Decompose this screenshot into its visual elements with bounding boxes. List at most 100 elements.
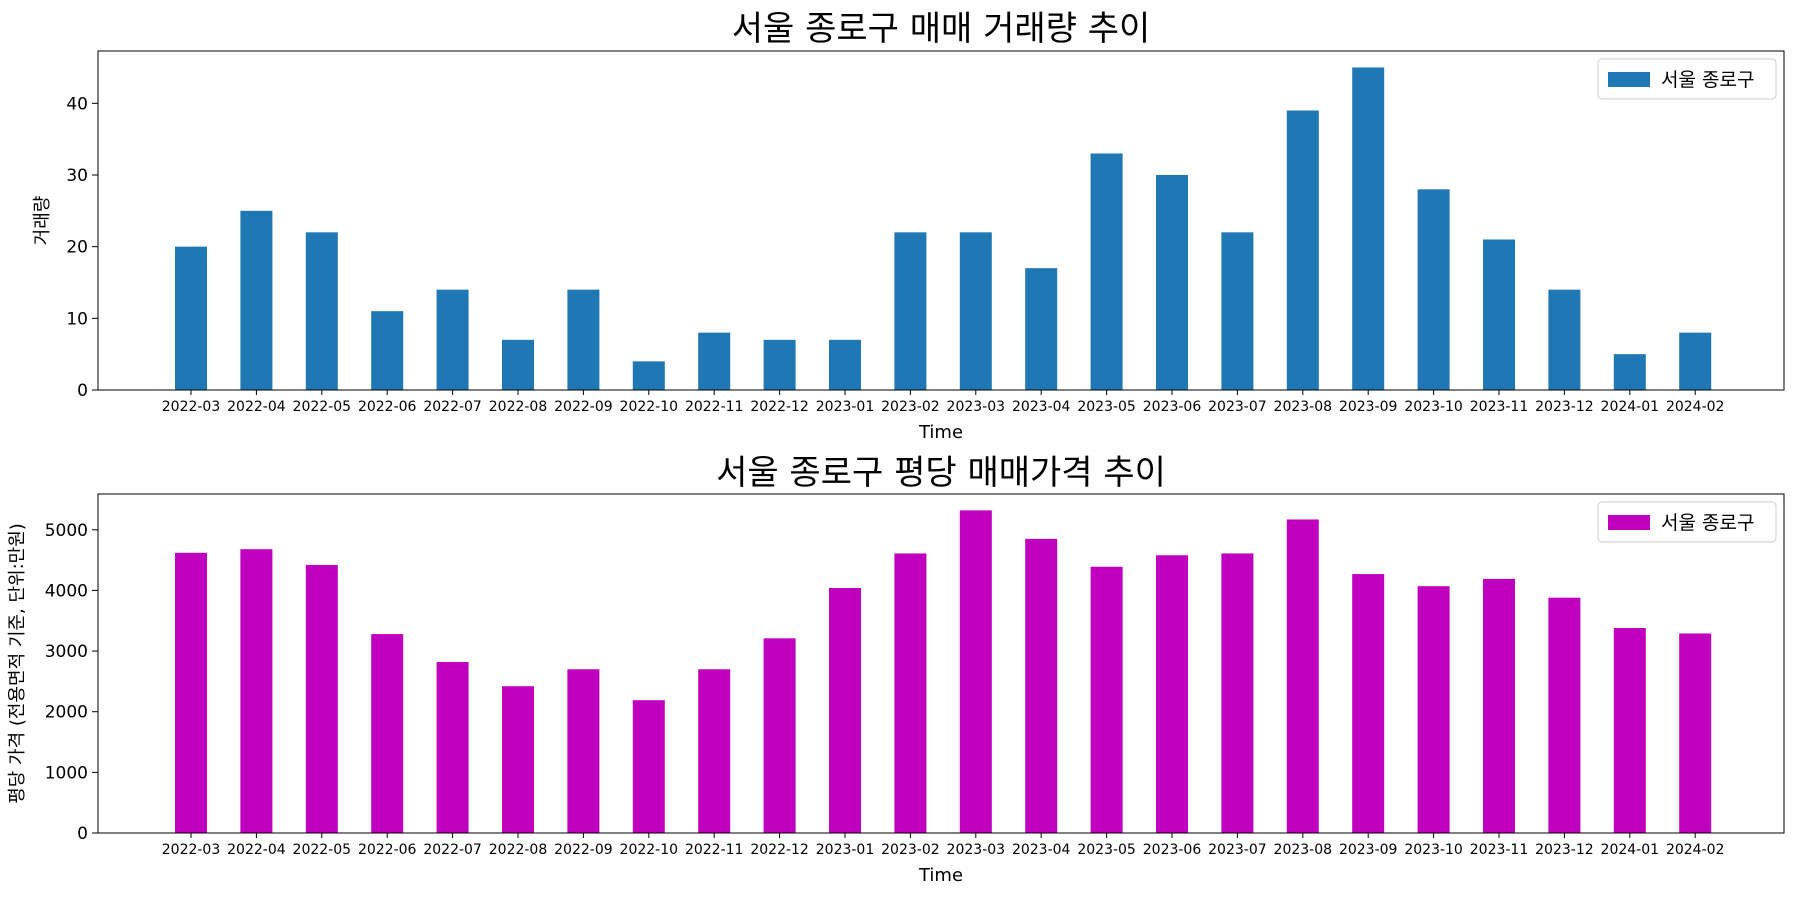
x-tick-label: 2023-12 bbox=[1535, 842, 1594, 858]
x-tick-label: 2023-10 bbox=[1404, 399, 1463, 415]
legend-box bbox=[1597, 58, 1777, 100]
x-tick-label: 2022-06 bbox=[358, 842, 417, 858]
x-tick-label: 2023-01 bbox=[816, 399, 875, 415]
x-tick-label: 2023-11 bbox=[1470, 842, 1529, 858]
bar-2022-11 bbox=[698, 332, 731, 390]
bar-2023-10 bbox=[1417, 189, 1450, 390]
x-tick-label: 2023-03 bbox=[947, 842, 1006, 858]
bar-2023-03 bbox=[959, 232, 992, 390]
bar-2022-12 bbox=[763, 638, 796, 833]
bar-2023-12 bbox=[1548, 597, 1581, 833]
y-tick-label: 0 bbox=[77, 824, 88, 844]
x-tick-label: 2022-12 bbox=[750, 399, 809, 415]
bar-2023-06 bbox=[1156, 555, 1188, 833]
x-tick-label: 2022-06 bbox=[358, 399, 417, 415]
bar-2023-12 bbox=[1548, 289, 1581, 390]
bar-2023-05 bbox=[1090, 153, 1123, 390]
x-tick-label: 2022-11 bbox=[685, 399, 744, 415]
y-tick-label: 4000 bbox=[45, 581, 88, 601]
bar-2024-01 bbox=[1613, 354, 1646, 390]
x-axis-label: Time bbox=[918, 865, 963, 886]
bar-2022-09 bbox=[567, 289, 600, 390]
bar-2022-04 bbox=[240, 210, 273, 390]
x-tick-label: 2023-09 bbox=[1339, 399, 1398, 415]
legend-swatch bbox=[1608, 515, 1650, 530]
x-tick-label: 2022-05 bbox=[293, 399, 352, 415]
bar-2023-03 bbox=[959, 510, 992, 833]
x-tick-label: 2023-08 bbox=[1274, 842, 1333, 858]
bar-2022-08 bbox=[502, 686, 534, 833]
bar-2023-02 bbox=[894, 553, 927, 833]
x-tick-label: 2023-12 bbox=[1535, 399, 1594, 415]
y-tick-label: 0 bbox=[77, 381, 88, 401]
x-tick-label: 2022-03 bbox=[162, 399, 221, 415]
x-tick-label: 2023-06 bbox=[1143, 842, 1202, 858]
x-tick-label: 2023-04 bbox=[1012, 399, 1071, 415]
x-tick-label: 2022-04 bbox=[227, 399, 286, 415]
x-tick-label: 2022-09 bbox=[554, 842, 613, 858]
bar-2023-10 bbox=[1417, 586, 1450, 833]
bar-2022-12 bbox=[763, 339, 796, 390]
legend-label: 서울 종로구 bbox=[1661, 512, 1754, 534]
bar-2022-06 bbox=[371, 634, 404, 833]
y-axis-label: 거래량 bbox=[32, 196, 53, 246]
x-tick-label: 2023-10 bbox=[1404, 842, 1463, 858]
chart-panel-2: 서울 종로구 평당 매매가격 추이 0 1000 2000 3000 4000 5000 20… bbox=[7, 453, 1785, 886]
plot-frame bbox=[97, 493, 1785, 834]
bar-2023-09 bbox=[1352, 574, 1385, 833]
bar-2023-04 bbox=[1025, 538, 1058, 833]
bar-2023-08 bbox=[1286, 110, 1319, 390]
bar-2022-10 bbox=[632, 700, 665, 833]
x-tick-label: 2022-07 bbox=[423, 399, 482, 415]
y-tick-label: 40 bbox=[66, 94, 88, 114]
bar-2024-02 bbox=[1679, 332, 1712, 390]
x-tick-label: 2022-07 bbox=[423, 842, 482, 858]
x-tick-label: 2023-09 bbox=[1339, 842, 1398, 858]
x-tick-label: 2022-10 bbox=[620, 842, 679, 858]
x-tick-label: 2023-01 bbox=[816, 842, 875, 858]
x-tick-label: 2023-05 bbox=[1077, 842, 1136, 858]
chart-title: 서울 종로구 매매 거래량 추이 bbox=[732, 9, 1151, 49]
x-tick-label: 2022-08 bbox=[489, 399, 548, 415]
x-tick-label: 2022-10 bbox=[620, 399, 679, 415]
bar-2023-05 bbox=[1090, 566, 1123, 833]
bar-2023-02 bbox=[894, 232, 927, 390]
x-tick-label: 2023-03 bbox=[947, 399, 1006, 415]
bar-2023-07 bbox=[1221, 232, 1254, 390]
y-tick-label: 30 bbox=[66, 166, 88, 186]
x-tick-label: 2023-02 bbox=[881, 399, 940, 415]
y-tick-label: 5000 bbox=[45, 521, 88, 541]
y-tick-label: 3000 bbox=[45, 642, 88, 662]
x-tick-label: 2022-11 bbox=[685, 842, 744, 858]
bar-2022-05 bbox=[305, 232, 338, 390]
chart-panel-1: 서울 종로구 매매 거래량 추이 0 10 20 30 40 2022-03 2022-04 2… bbox=[32, 9, 1785, 443]
x-tick-label: 2023-07 bbox=[1208, 842, 1267, 858]
x-tick-label: 2023-11 bbox=[1470, 399, 1529, 415]
legend-label: 서울 종로구 bbox=[1661, 69, 1754, 91]
x-tick-label: 2022-09 bbox=[554, 399, 613, 415]
bar-2023-04 bbox=[1025, 268, 1058, 390]
x-tick-label: 2024-02 bbox=[1666, 842, 1725, 858]
x-tick-label: 2022-08 bbox=[489, 842, 548, 858]
x-tick-label: 2022-03 bbox=[162, 842, 221, 858]
y-tick-label: 1000 bbox=[45, 763, 88, 783]
bar-2023-06 bbox=[1156, 174, 1188, 390]
bar-2022-11 bbox=[698, 669, 731, 833]
legend: 서울 종로구 bbox=[1597, 501, 1777, 543]
bar-2023-09 bbox=[1352, 67, 1385, 391]
plot-frame bbox=[97, 50, 1785, 391]
x-tick-label: 2022-12 bbox=[750, 842, 809, 858]
bar-2022-10 bbox=[632, 361, 665, 390]
bar-2022-07 bbox=[436, 661, 469, 833]
x-tick-label: 2022-05 bbox=[293, 842, 352, 858]
bar-2023-07 bbox=[1221, 553, 1254, 833]
bar-2023-11 bbox=[1483, 578, 1515, 833]
x-tick-label: 2023-06 bbox=[1143, 399, 1202, 415]
bar-2022-06 bbox=[371, 311, 404, 390]
x-tick-label: 2023-07 bbox=[1208, 399, 1267, 415]
bar-2023-01 bbox=[829, 587, 861, 833]
x-axis-label: Time bbox=[918, 422, 963, 443]
bar-2022-05 bbox=[305, 564, 338, 833]
x-tick-label: 2022-04 bbox=[227, 842, 286, 858]
